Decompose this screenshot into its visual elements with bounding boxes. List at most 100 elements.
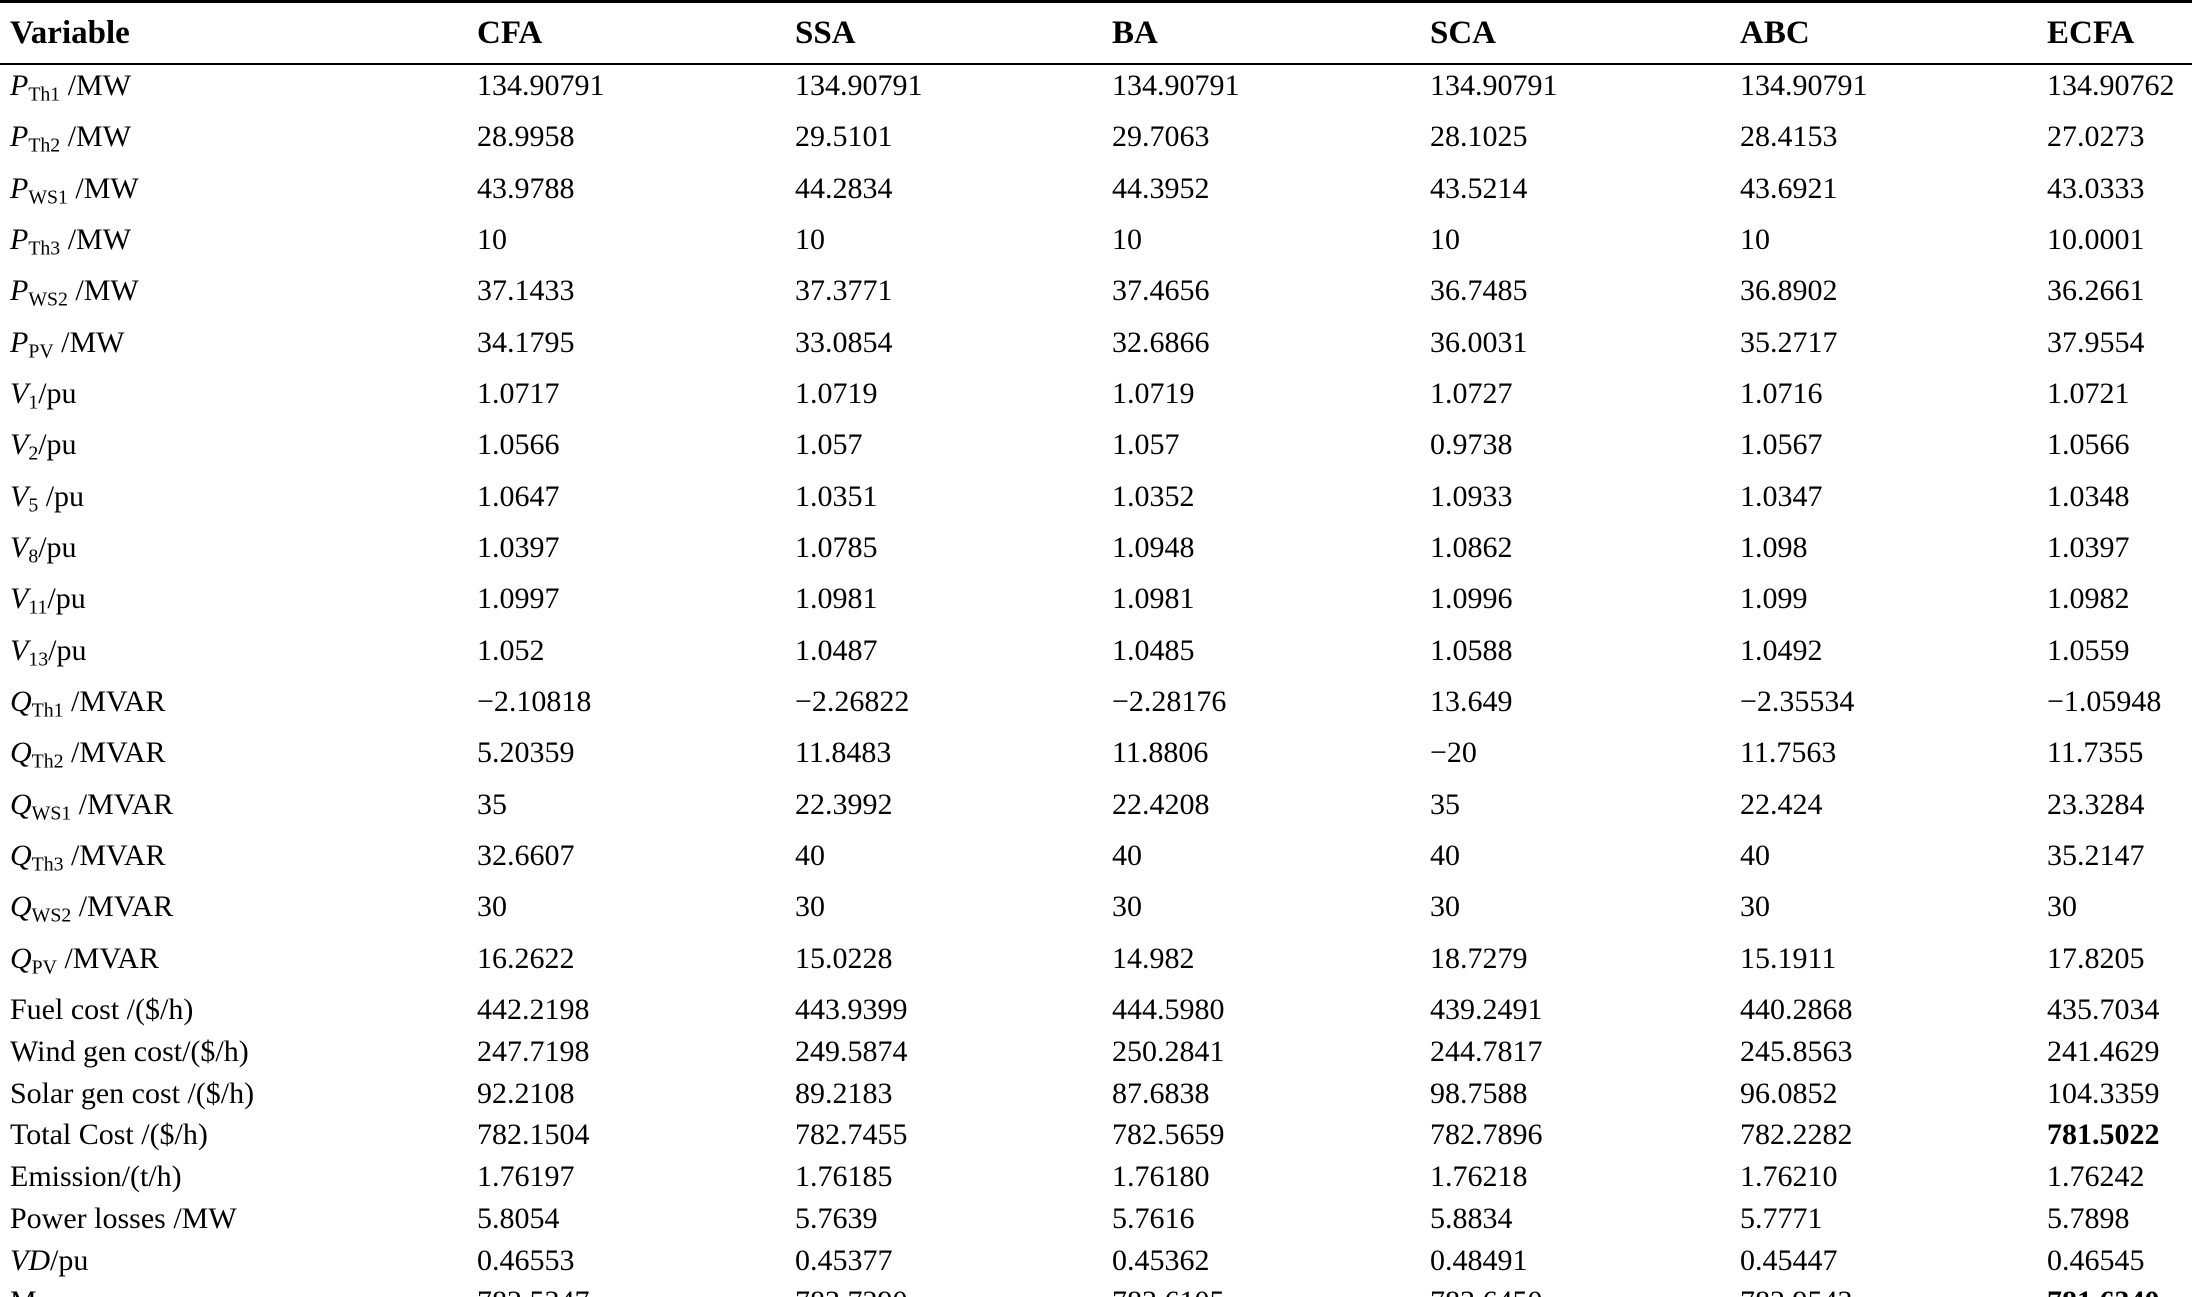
value-cell: 30	[1430, 890, 1460, 924]
value-cell: 40	[1740, 838, 1770, 872]
value-cell: 16.2622	[477, 941, 575, 975]
value-cell: 249.5874	[795, 1034, 908, 1068]
value-cell: 34.1795	[477, 325, 575, 359]
value-cell: 32.6866	[1112, 325, 1210, 359]
table-row: QPV /MVAR 16.2622 15.0228 14.982 18.7279 15.1…	[0, 938, 2192, 989]
table-row: Mean782.5347783.7290783.6105783.6450782.…	[0, 1281, 2192, 1297]
value-cell: 783.6105	[1112, 1281, 1430, 1297]
value-cell: 32.6607	[477, 838, 575, 872]
table-body: PTh1 /MW 134.90791 134.90791 134.90791 134.9…	[0, 64, 2192, 1297]
value-cell: 40	[1430, 838, 1460, 872]
value-cell: 1.0588	[1430, 633, 1513, 667]
value-cell: 37.4656	[1112, 274, 1210, 308]
value-cell: 250.2841	[1112, 1034, 1225, 1068]
variable-label: Wind gen cost/($/h)	[10, 1034, 249, 1068]
table-row: Emission/(t/h) 1.76197 1.76185 1.76180 1.762…	[0, 1156, 2192, 1198]
table-row: QWS2 /MVAR 30 30 30 30 30 30	[0, 886, 2192, 937]
value-cell: 1.0981	[1112, 582, 1195, 616]
variable-label: PWS2 /MW	[10, 274, 139, 311]
value-cell: 1.0397	[477, 530, 560, 564]
value-cell: 247.7198	[477, 1034, 590, 1068]
table-row: V1/pu 1.0717 1.0719 1.0719 1.0727 1.0716 1.072…	[0, 373, 2192, 424]
value-cell: −1.05948	[2047, 684, 2162, 718]
table-row: PWS2 /MW 37.1433 37.3771 37.4656 36.7485 36.8…	[0, 270, 2192, 321]
value-cell: 10.0001	[2047, 222, 2145, 256]
value-cell: 5.8834	[1430, 1201, 1513, 1235]
value-cell: 37.9554	[2047, 325, 2145, 359]
value-cell: 1.76180	[1112, 1160, 1210, 1194]
value-cell: −2.26822	[795, 684, 910, 718]
value-cell: 1.76218	[1430, 1160, 1528, 1194]
value-cell: 1.76197	[477, 1160, 575, 1194]
variable-label: PTh2 /MW	[10, 120, 132, 157]
value-cell: 1.0996	[1430, 582, 1513, 616]
table-row: Fuel cost /($/h) 442.2198 443.9399 444.5980…	[0, 989, 2192, 1031]
value-cell: 30	[2047, 890, 2077, 924]
variable-label: Fuel cost /($/h)	[10, 992, 194, 1026]
value-cell: 134.90791	[1112, 69, 1240, 102]
value-cell: 245.8563	[1740, 1034, 1853, 1068]
value-cell: 1.099	[1740, 582, 1808, 616]
value-cell: 1.0719	[1112, 376, 1195, 410]
value-cell: 28.4153	[1740, 120, 1838, 154]
value-cell: 435.7034	[2047, 992, 2160, 1026]
value-cell: 134.90791	[477, 69, 605, 102]
column-header-abc: ABC	[1740, 1, 2047, 65]
value-cell: 10	[1430, 222, 1460, 256]
table-row: V5 /pu 1.0647 1.0351 1.0352 1.0933 1.0347 1.03…	[0, 476, 2192, 527]
table-row: V8/pu 1.0397 1.0785 1.0948 1.0862 1.098 1.0397	[0, 527, 2192, 578]
value-cell: 1.052	[477, 633, 545, 667]
value-cell: 40	[1112, 838, 1142, 872]
value-cell: 22.3992	[795, 787, 893, 821]
value-cell: 5.7616	[1112, 1201, 1195, 1235]
value-cell: 5.7639	[795, 1201, 878, 1235]
value-cell: 11.7355	[2047, 736, 2144, 770]
value-cell: 1.0862	[1430, 530, 1513, 564]
value-cell: 10	[477, 222, 507, 256]
variable-label: VD/pu	[10, 1243, 89, 1277]
variable-label: V8/pu	[10, 530, 77, 568]
value-cell: −20	[1430, 736, 1477, 770]
value-cell: 15.0228	[795, 941, 893, 975]
value-cell: 782.5659	[1112, 1118, 1225, 1152]
value-cell: 0.45447	[1740, 1243, 1838, 1277]
value-cell: 134.90762	[2047, 69, 2175, 102]
value-cell: −2.28176	[1112, 684, 1227, 718]
table-row: QTh1 /MVAR −2.10818 −2.26822 −2.28176 13.649…	[0, 681, 2192, 732]
value-cell: 782.2282	[1740, 1118, 1853, 1152]
column-header-variable: Variable	[0, 1, 477, 65]
value-cell: 28.1025	[1430, 120, 1528, 154]
table-row: PTh3 /MW 10 10 10 10 10 10.0001	[0, 219, 2192, 270]
value-cell: 1.0997	[477, 582, 560, 616]
value-cell: 439.2491	[1430, 992, 1543, 1026]
value-cell: 1.057	[795, 428, 863, 462]
value-cell: 1.0567	[1740, 428, 1823, 462]
value-cell: 98.7588	[1430, 1076, 1528, 1110]
variable-label: Solar gen cost /($/h)	[10, 1076, 255, 1110]
value-cell: 1.76185	[795, 1160, 893, 1194]
value-cell: 1.0647	[477, 479, 560, 513]
value-cell: 36.2661	[2047, 274, 2145, 308]
value-cell: 241.4629	[2047, 1034, 2160, 1068]
value-cell: 10	[1740, 222, 1770, 256]
value-cell: 89.2183	[795, 1076, 893, 1110]
table-row: Power losses /MW 5.8054 5.7639 5.7616 5.8834…	[0, 1198, 2192, 1240]
variable-label: V1/pu	[10, 376, 77, 414]
value-cell: 5.7898	[2047, 1201, 2130, 1235]
value-cell: 1.0982	[2047, 582, 2130, 616]
value-cell: 40	[795, 838, 825, 872]
value-cell: 1.0981	[795, 582, 878, 616]
value-cell: 1.0727	[1430, 376, 1513, 410]
value-cell: 43.9788	[477, 171, 575, 205]
variable-label: V13/pu	[10, 633, 87, 671]
variable-label: QTh1 /MVAR	[10, 684, 166, 722]
value-cell: 44.3952	[1112, 171, 1210, 205]
value-cell: 1.0351	[795, 479, 878, 513]
value-cell: 1.0352	[1112, 479, 1195, 513]
value-cell: 35.2147	[2047, 838, 2145, 872]
value-cell: 1.0487	[795, 633, 878, 667]
variable-label: V5 /pu	[10, 479, 85, 517]
value-cell: 13.649	[1430, 684, 1513, 718]
value-cell: 37.3771	[795, 274, 893, 308]
